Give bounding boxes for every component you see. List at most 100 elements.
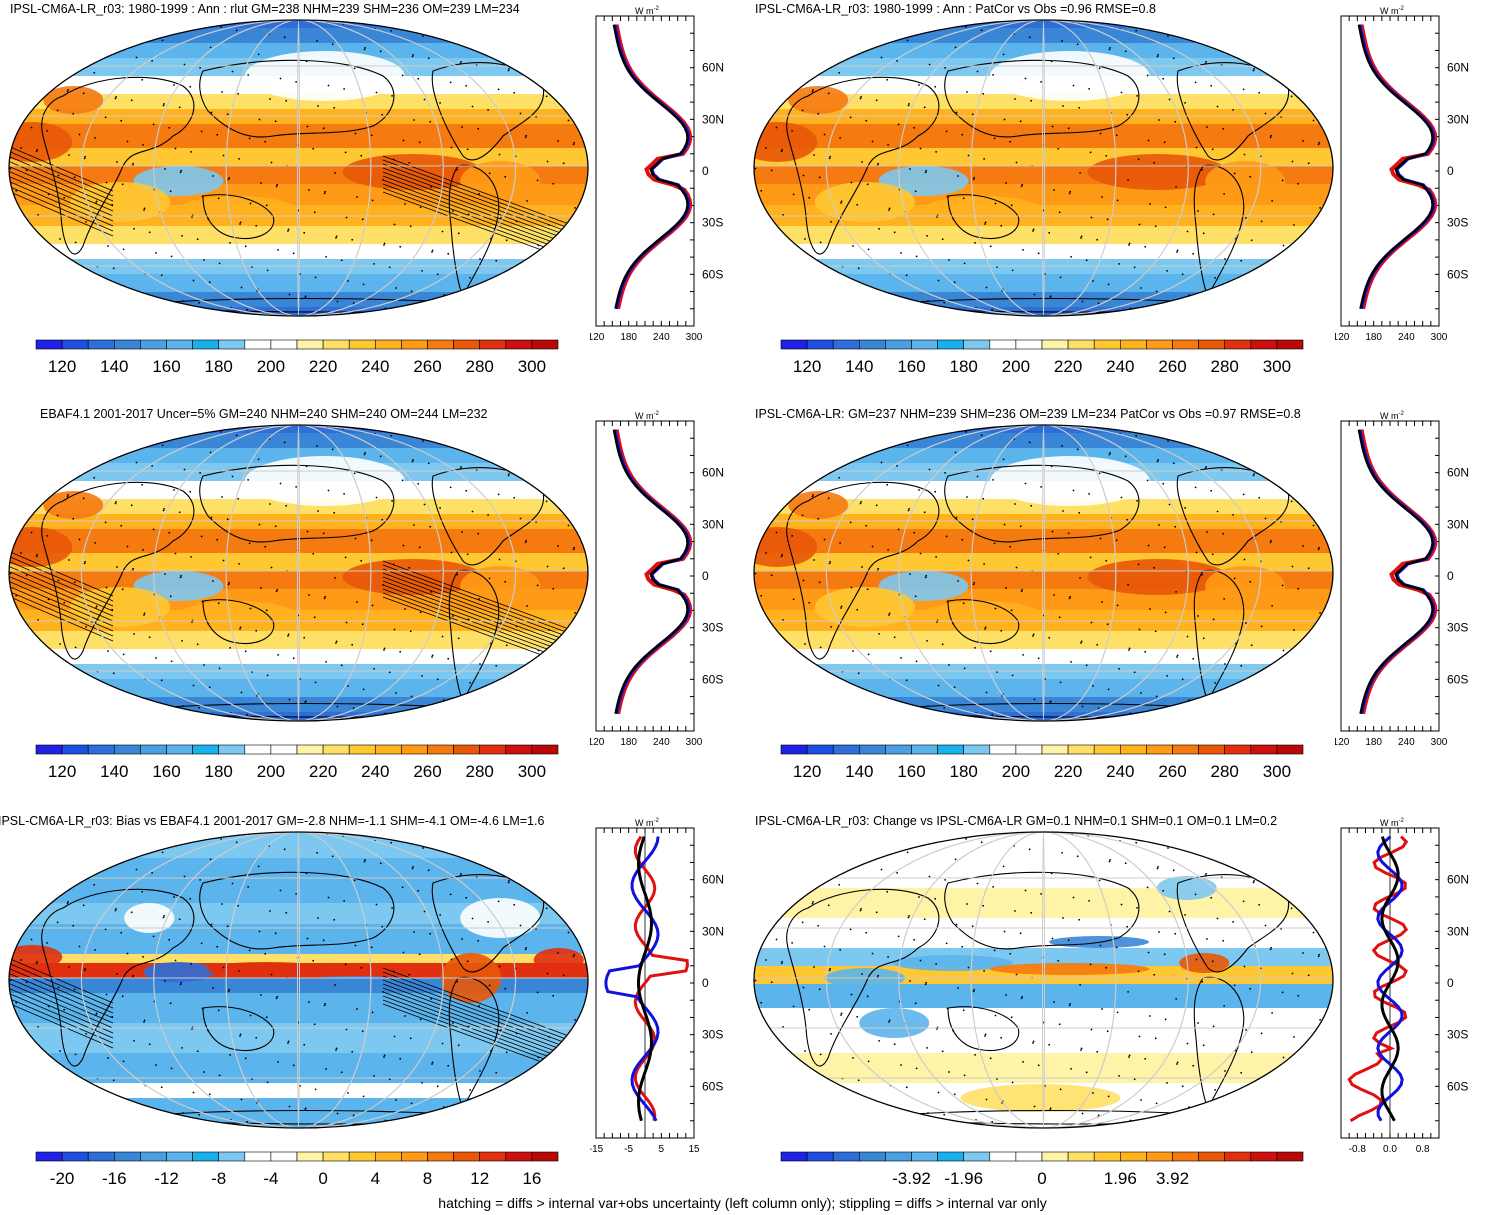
profile-lat-label: 0 [1447,164,1454,178]
colorbar-label: 160 [152,357,180,376]
profile-unit-superscript: -2 [1399,6,1405,12]
colorbar: 120140160180200220240260280300320 [35,339,570,376]
profile-lat-label: 30S [1447,1028,1468,1042]
colorbar-label: 4 [371,1169,380,1188]
profile-x-tick: 0.0 [1383,1144,1397,1155]
map-border [753,19,1334,317]
profile-lat-label: 60S [1447,1079,1468,1093]
profile-x-tick: -5 [624,1144,633,1155]
map-panel: IPSL-CM6A-LR_r03: Change vs IPSL-CM6A-LR… [745,812,1485,1212]
world-map [753,424,1334,722]
profile-unit: W m-2 [1380,411,1404,421]
profile-x-tick: 240 [653,332,670,343]
map-border [753,831,1334,1129]
colorbar-label: 3.92 [1156,1169,1189,1188]
profile-lat-label: 60S [1447,672,1468,686]
profile-lat-label: 60N [1447,873,1469,887]
world-map [8,831,589,1129]
colorbar-label: 8 [423,1169,432,1188]
panel-title: IPSL-CM6A-LR_r03: Change vs IPSL-CM6A-LR… [755,814,1278,828]
profile-x-tick: 120 [590,737,605,748]
profile-lat-label: 30N [1447,112,1469,126]
profile-unit-superscript: -2 [1399,818,1405,824]
colorbar-label: -4 [263,1169,278,1188]
map-border [8,424,589,722]
colorbar-label: 280 [1211,762,1239,781]
panel-title: EBAF4.1 2001-2017 Uncer=5% GM=240 NHM=24… [40,407,488,421]
colorbar-label: 16 [522,1169,541,1188]
zonal-mean-profile: W m-2 60N 30N 0 30S 60S 120 180 240 300 [1335,411,1469,748]
profile-x-tick: 120 [590,332,605,343]
profile-lat-label: 30N [702,924,724,938]
profile-lat-label: 30S [1447,621,1468,635]
profile-x-tick: 240 [653,737,670,748]
ensemble-curve [1357,24,1434,310]
colorbar-label: 280 [1211,357,1239,376]
profile-x-tick: 180 [1365,332,1382,343]
colorbar-label: -16 [102,1169,127,1188]
profile-lat-label: 0 [702,164,709,178]
colorbar-label: 140 [845,357,873,376]
colorbar-label: 120 [48,357,76,376]
colorbar: 120140160180200220240260280300320 [780,339,1315,376]
ensemble-curve [636,836,654,1122]
colorbar-label: 220 [1054,762,1082,781]
colorbar-label: 260 [1158,357,1186,376]
colorbar-label: 12 [470,1169,489,1188]
profile-x-tick: 240 [1398,737,1415,748]
panel-title: IPSL-CM6A-LR_r03: 1980-1999 : Ann : rlut… [10,2,520,16]
colorbar-label: 180 [205,357,233,376]
profile-x-tick: 15 [688,1144,700,1155]
zonal-mean-profile: W m-2 60N 30N 0 30S 60S 120 180 240 300 [1335,6,1469,343]
zonal-mean-profile: W m-2 60N 30N 0 30S 60S 120 180 240 300 [590,411,724,748]
panel-title: IPSL-CM6A-LR_r03: Bias vs EBAF4.1 2001-2… [0,814,545,828]
colorbar-label: 220 [1054,357,1082,376]
zonal-mean-profile: W m-2 60N 30N 0 30S 60S -0.8 0.0 0.8 [1340,818,1469,1155]
profile-unit-superscript: -2 [1399,411,1405,417]
profile-unit: W m-2 [1380,818,1404,828]
profile-lat-label: 60S [702,1079,723,1093]
colorbar-label: 220 [309,357,337,376]
profile-lat-label: 60S [702,672,723,686]
colorbar-label: 280 [466,762,494,781]
map-panel: IPSL-CM6A-LR_r03: 1980-1999 : Ann : PatC… [745,0,1485,400]
colorbar-label: 300 [518,357,546,376]
profile-x-tick: 300 [1431,332,1448,343]
profile-lat-label: 60S [702,267,723,281]
colorbar-label: 140 [100,357,128,376]
profile-unit: W m-2 [635,6,659,16]
map-panel: EBAF4.1 2001-2017 Uncer=5% GM=240 NHM=24… [0,405,740,805]
profile-lat-label: 30S [702,216,723,230]
profile-unit: W m-2 [635,818,659,828]
colorbar-label: -8 [211,1169,226,1188]
profile-lat-label: 0 [1447,976,1454,990]
map-border [8,19,589,317]
profile-x-tick: -15 [590,1144,604,1155]
ensemble-curve [1357,429,1434,715]
colorbar-label: 300 [518,762,546,781]
panel-title: IPSL-CM6A-LR_r03: 1980-1999 : Ann : PatC… [755,2,1156,16]
profile-x-tick: 180 [620,737,637,748]
colorbar-label: 120 [793,762,821,781]
colorbar: -3.92 -1.96 0 1.96 3.92 [780,1151,1304,1188]
footer-note: hatching = diffs > internal var+obs unce… [438,1195,1047,1211]
colorbar-label: 240 [1106,357,1134,376]
profile-unit-superscript: -2 [654,6,660,12]
profile-x-tick: 120 [1335,737,1350,748]
colorbar-label: 120 [793,357,821,376]
profile-x-tick: 300 [686,332,703,343]
colorbar-label: 240 [1106,762,1134,781]
colorbar-label: 0 [318,1169,327,1188]
colorbar-label: 300 [1263,357,1291,376]
ensemble-curve [612,24,689,310]
colorbar-label: 260 [413,762,441,781]
colorbar-label: 160 [152,762,180,781]
profile-lat-label: 30S [702,621,723,635]
profile-x-tick: 180 [1365,737,1382,748]
profile-lat-label: 30N [1447,924,1469,938]
colorbar-label: 200 [1002,762,1030,781]
profile-unit: W m-2 [635,411,659,421]
colorbar-label: 260 [413,357,441,376]
colorbar: 120140160180200220240260280300320 [35,744,570,781]
profile-lat-label: 30S [702,1028,723,1042]
